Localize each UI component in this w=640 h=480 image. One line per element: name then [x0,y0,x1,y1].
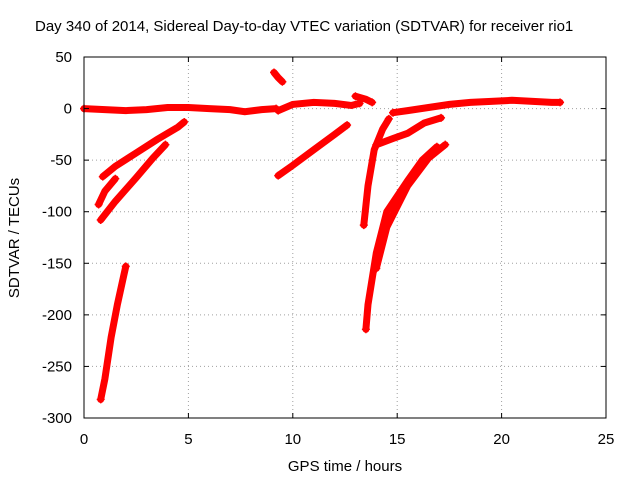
y-tick-label: -50 [50,152,72,169]
data-point-marker [96,395,105,404]
data-point-marker [351,92,360,101]
series-trace [274,98,364,115]
series-trace [95,175,119,208]
series-arc-c [94,174,120,209]
data-point-marker [384,114,393,123]
series-drop-d [96,262,130,404]
data-point-marker [98,172,107,181]
x-tick-label: 0 [80,431,88,448]
series-trace [351,92,376,106]
data-point-marker [368,98,377,107]
data-point-marker [94,200,103,209]
data-point-marker [121,262,130,271]
series-arc-f [274,121,352,180]
y-axis-label: SDTVAR / TECUs [6,178,23,298]
y-tick-label: -250 [42,358,72,375]
series-arc-h [359,114,393,230]
series-trace [270,69,286,86]
series-near-zero-late [389,96,565,117]
x-tick-label: 10 [284,431,301,448]
data-point-marker [278,77,287,86]
series-trace [97,141,169,224]
chart-title: Day 340 of 2014, Sidereal Day-to-day VTE… [35,18,573,35]
series-trace [80,104,280,116]
y-tick-label: 0 [64,101,72,118]
data-point-marker [274,106,283,115]
x-axis-label: GPS time / hours [288,458,402,475]
series-near-zero-mid [274,98,364,115]
series-trace [362,143,441,333]
series-arc-k [372,113,446,149]
series-trace [274,121,351,180]
data-point-marker [270,68,279,77]
data-point-marker [274,171,283,180]
data-point-marker [372,140,381,149]
x-tick-label: 25 [598,431,615,448]
series-trace [372,141,449,272]
x-tick-label: 15 [389,431,406,448]
data-point-marker [441,140,450,149]
data-point-marker [372,264,381,273]
data-point-marker [361,325,370,334]
data-point-marker [111,174,120,183]
y-tick-label: -100 [42,204,72,221]
series-bump-g [351,92,377,107]
series-trace [389,96,564,117]
series-arc-b [96,140,170,224]
axis-ticks: 0 5 10 15 20 25 50 0 -50 -100 -150 -200 -250 -300 [42,49,614,448]
data-point-marker [180,117,189,126]
data-points [80,68,565,404]
series-trace [360,115,393,229]
data-point-marker [437,113,446,122]
data-point-marker [96,215,105,224]
x-tick-label: 20 [493,431,510,448]
y-tick-label: -200 [42,307,72,324]
series-trace [372,114,445,149]
y-tick-label: -150 [42,255,72,272]
data-point-marker [389,108,398,117]
data-point-marker [343,121,352,130]
data-point-marker [556,98,565,107]
plot-frame [83,56,607,419]
x-tick-label: 5 [184,431,192,448]
series-spike-e [270,68,287,86]
y-tick-label: 50 [55,49,72,66]
series-trace [97,262,130,403]
series-arc-j [372,140,450,273]
y-tick-label: -300 [42,410,72,427]
grid [84,57,606,418]
data-point-marker [161,140,170,149]
series-trace [99,118,188,181]
series-arc-a [98,117,189,181]
series-near-zero-early [80,104,281,116]
data-point-marker [359,221,368,230]
series-arc-i [361,142,441,334]
